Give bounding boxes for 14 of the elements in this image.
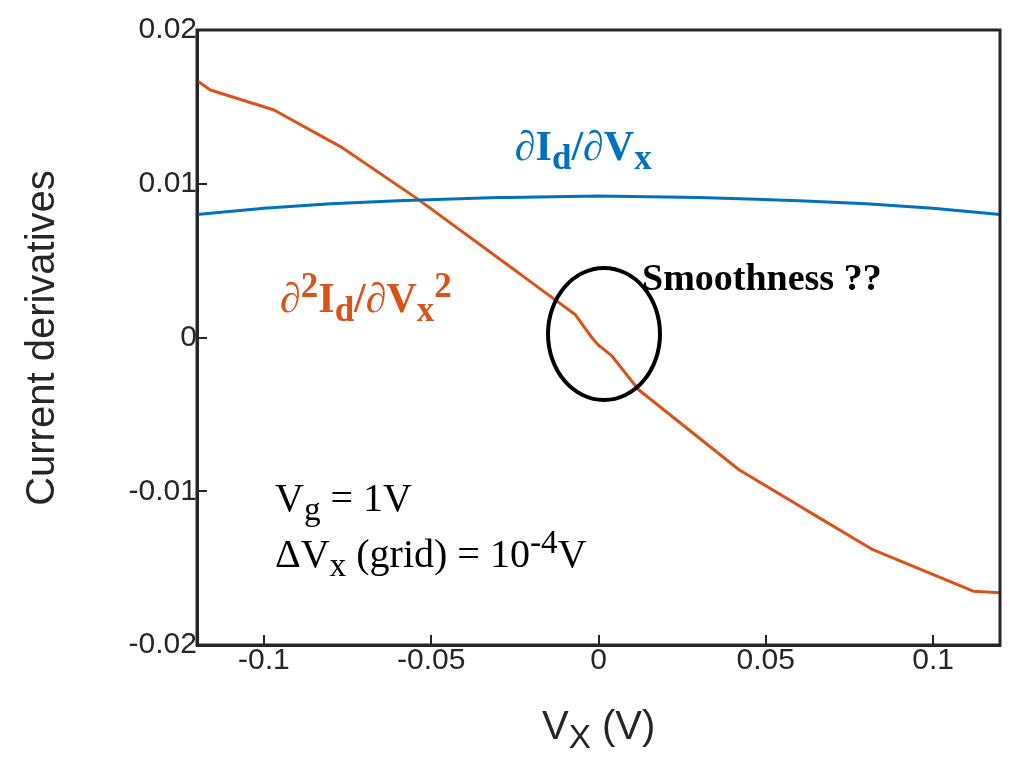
- series-label: ∂I$_{d}$/∂V$_{x}$: [514, 123, 652, 178]
- y-tick-label: -0.01: [128, 472, 197, 506]
- x-tick-label: 0.1: [912, 642, 954, 676]
- x-tick-label: 0.05: [736, 642, 795, 676]
- y-axis-title: Current derivatives: [17, 169, 62, 506]
- x-axis-title: V$_{X}$ (V): [542, 703, 656, 755]
- x-tick-label: -0.05: [397, 642, 466, 676]
- x-tick-label: 0: [590, 642, 607, 676]
- x-tick-label: -0.1: [238, 642, 290, 676]
- y-tick-label: 0.02: [138, 11, 197, 45]
- y-tick-label: 0.01: [138, 165, 197, 199]
- annotation: Smoothness ??: [642, 256, 882, 298]
- y-tick-label: -0.02: [128, 626, 197, 660]
- y-tick-label: 0: [180, 318, 197, 352]
